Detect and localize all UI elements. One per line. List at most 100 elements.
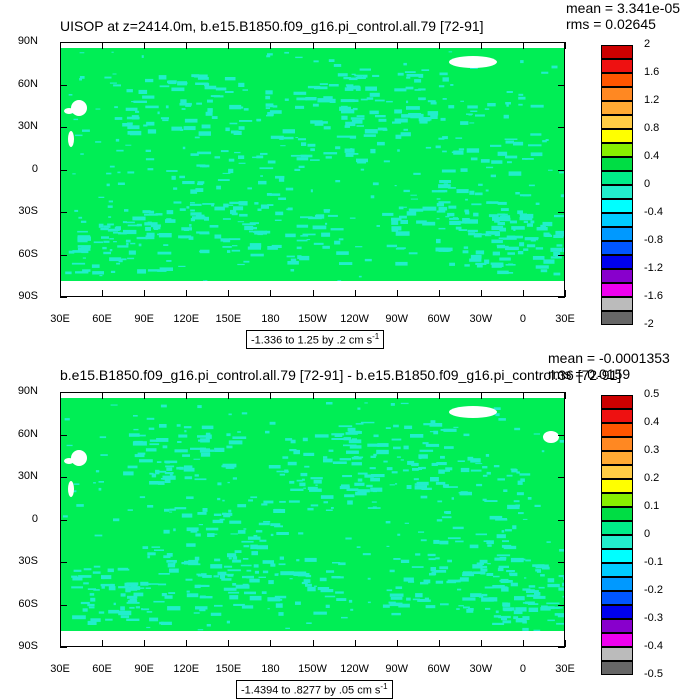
y-tick-mark: [558, 297, 565, 298]
field-cell: [270, 563, 276, 567]
field-cell: [169, 472, 173, 476]
field-cell: [274, 525, 283, 528]
field-cell: [507, 252, 515, 255]
field-cell: [110, 270, 116, 273]
field-cell: [526, 594, 539, 597]
field-cell: [270, 135, 284, 139]
field-cell: [506, 474, 513, 477]
field-cell: [253, 564, 259, 568]
field-cell: [473, 212, 479, 217]
field-cell: [196, 102, 202, 105]
field-cell: [563, 576, 564, 580]
field-cell: [127, 122, 133, 125]
field-cell: [350, 608, 354, 611]
field-cell: [219, 518, 225, 521]
field-cell: [331, 507, 334, 509]
colorbar-box: [601, 605, 633, 619]
field-cell: [541, 450, 545, 453]
field-cell: [197, 151, 212, 155]
field-cell: [486, 540, 494, 545]
field-cell: [72, 490, 77, 493]
field-cell: [306, 239, 311, 241]
y-tick-label: 90S: [18, 290, 38, 302]
field-cell: [225, 204, 234, 206]
field-cell: [202, 508, 208, 512]
field-cell: [221, 578, 232, 581]
field-cell: [509, 572, 518, 577]
field-cell: [164, 460, 178, 464]
colorbar-box: [601, 633, 633, 647]
field-cell: [92, 271, 104, 275]
field-cell: [232, 477, 237, 480]
field-cell: [400, 459, 404, 461]
field-cell: [415, 593, 423, 598]
field-cell: [298, 165, 305, 168]
field-cell: [475, 114, 485, 117]
field-cell: [375, 115, 386, 118]
field-cell: [475, 262, 487, 265]
field-cell: [153, 226, 161, 230]
field-cell: [307, 507, 314, 511]
field-cell: [247, 246, 261, 250]
field-cell: [436, 462, 447, 466]
field-cell: [325, 156, 332, 159]
field-cell: [430, 115, 438, 119]
field-cell: [439, 72, 448, 76]
field-cell: [420, 539, 427, 542]
field-cell: [232, 556, 238, 560]
field-cell: [543, 259, 555, 264]
field-cell: [323, 126, 331, 130]
field-cell: [411, 566, 424, 568]
plot-panel-bottom: b.e15.B1850.f09_g16.pi_control.all.79 [7…: [0, 350, 700, 700]
field-cell: [163, 244, 169, 246]
x-tick-mark: [565, 290, 566, 297]
field-cell: [506, 570, 515, 573]
y-tick-mark: [558, 84, 565, 86]
field-cell: [369, 467, 376, 470]
negative-regions: [65, 51, 564, 283]
field-cell: [275, 211, 284, 216]
field-cell: [485, 189, 489, 192]
field-cell: [422, 221, 436, 226]
field-cell: [504, 138, 518, 140]
field-cell: [296, 239, 308, 242]
x-tick-mark: [312, 640, 314, 647]
field-cell: [190, 209, 195, 212]
field-cell: [438, 137, 445, 140]
field-cell: [109, 249, 113, 252]
field-cell: [536, 227, 548, 231]
field-cell: [448, 187, 456, 189]
field-cell: [395, 261, 408, 266]
x-tick-mark: [565, 392, 566, 399]
field-cell: [366, 97, 374, 100]
field-cell: [562, 233, 564, 237]
field-cell: [498, 615, 511, 619]
field-cell: [325, 509, 333, 511]
field-cell: [397, 533, 401, 536]
field-cell: [312, 225, 327, 230]
field-cell: [526, 590, 539, 593]
field-cell: [79, 78, 82, 81]
field-cell: [181, 562, 189, 565]
field-cell: [180, 99, 187, 104]
field-cell: [174, 507, 187, 510]
field-cell: [523, 194, 530, 197]
field-cell: [507, 504, 520, 510]
x-tick-mark: [312, 42, 314, 49]
field-cell: [232, 583, 237, 586]
field-cell: [463, 246, 469, 249]
field-cell: [293, 91, 307, 95]
field-cell: [346, 85, 361, 90]
y-tick-label: 60S: [18, 247, 38, 260]
field-cell: [530, 152, 543, 157]
field-cell: [500, 215, 506, 220]
field-cell: [439, 540, 449, 545]
field-cell: [408, 74, 411, 77]
field-cell: [517, 210, 523, 215]
field-cell: [242, 583, 249, 587]
field-cell: [225, 127, 230, 132]
field-cell: [229, 201, 243, 204]
field-cell: [224, 565, 233, 568]
field-cell: [117, 567, 129, 570]
field-cell: [195, 82, 209, 85]
